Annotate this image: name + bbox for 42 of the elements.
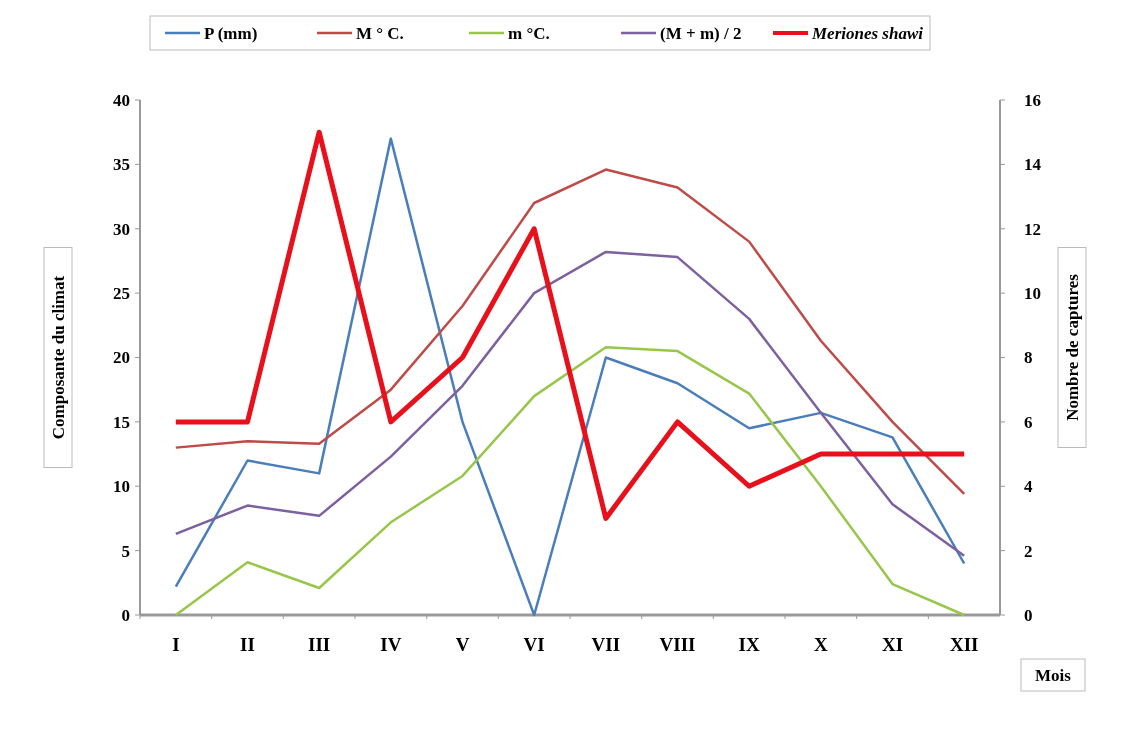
x-tick-label: V [455,634,470,655]
line-series [174,137,966,617]
legend-label: (M + m) / 2 [660,23,742,43]
y-tick-label: 35 [113,155,130,175]
y2-tick-label: 10 [1024,284,1041,304]
x-axis-title: Mois [1035,665,1072,685]
x-tick-label: X [813,634,828,655]
y2-tick-label: 0 [1024,605,1033,625]
legend-label: P (mm) [204,23,258,43]
y2-tick-label: 2 [1024,541,1033,561]
x-tick-label: IX [738,634,760,655]
y-axis-title: Composante du climat [48,275,68,440]
x-tick-label: IV [380,634,402,655]
y-tick-label: 15 [113,412,130,432]
line-series [174,345,966,617]
x-tick-label: II [240,634,255,655]
x-tick-label: XII [949,634,979,655]
legend-label: Meriones shawi [811,23,924,43]
y2-tick-label: 6 [1024,412,1033,432]
y-tick-label: 5 [121,541,130,561]
line-series [174,250,966,558]
y2-axis-title: Nombre de captures [1062,273,1082,421]
y2-tick-label: 12 [1024,219,1041,239]
y2-tick-label: 16 [1024,90,1041,110]
x-tick-label: XI [881,634,904,655]
y-tick-label: 20 [113,348,130,368]
legend-label: M ° C. [356,23,404,43]
y-tick-label: 25 [113,284,130,304]
y2-tick-label: 8 [1024,348,1033,368]
y-tick-label: 30 [113,219,130,239]
line-series [174,168,966,496]
legend-label: m °C. [508,23,550,43]
x-tick-label: I [172,634,180,655]
x-tick-label: VIII [659,634,696,655]
y-tick-label: 40 [113,90,130,110]
y2-tick-label: 4 [1024,477,1033,497]
y2-tick-label: 14 [1024,155,1042,175]
y-tick-label: 0 [121,605,130,625]
x-tick-label: III [308,634,331,655]
y-tick-label: 10 [113,477,130,497]
x-tick-label: VI [523,634,545,655]
x-tick-label: VII [591,634,621,655]
